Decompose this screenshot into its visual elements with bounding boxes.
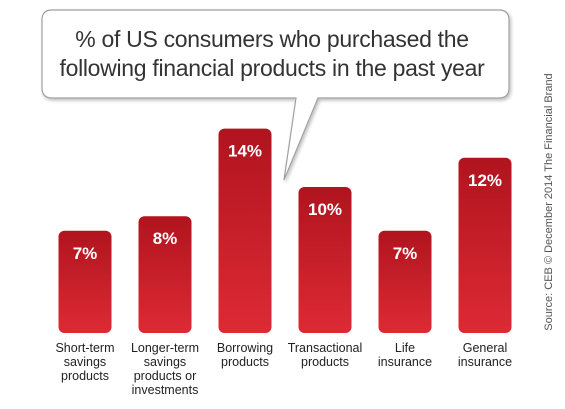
bar-4 bbox=[298, 187, 352, 333]
chart-title: % of US consumers who purchased the foll… bbox=[52, 25, 492, 83]
callout-bubble bbox=[41, 9, 510, 181]
bar-5 bbox=[378, 230, 432, 333]
bar-value-label-4: 10% bbox=[308, 200, 342, 219]
category-label-4: Transactional products bbox=[287, 341, 363, 369]
bar-value-label-2: 8% bbox=[153, 229, 178, 248]
source-note: Source: CEB © December 2014 The Financia… bbox=[543, 73, 555, 331]
bar-1 bbox=[58, 230, 112, 333]
category-label-3: Borrowing products bbox=[216, 341, 274, 369]
chart-title-line-1: % of US consumers who purchased the bbox=[75, 26, 469, 52]
bar-6 bbox=[458, 157, 512, 333]
category-label-6: General insurance bbox=[457, 341, 513, 369]
bar-value-label-5: 7% bbox=[393, 244, 418, 263]
bar-value-label-1: 7% bbox=[73, 244, 98, 263]
category-label-2: Longer-term savings products or investme… bbox=[130, 341, 200, 397]
category-label-1: Short-term savings products bbox=[55, 341, 115, 383]
bar-value-label-3: 14% bbox=[228, 142, 262, 161]
bar-3 bbox=[218, 128, 272, 333]
bar-2 bbox=[138, 216, 192, 333]
category-label-5: Life insurance bbox=[377, 341, 433, 369]
bar-value-label-6: 12% bbox=[468, 171, 502, 190]
chart-title-line-2: following financial products in the past… bbox=[59, 55, 485, 81]
